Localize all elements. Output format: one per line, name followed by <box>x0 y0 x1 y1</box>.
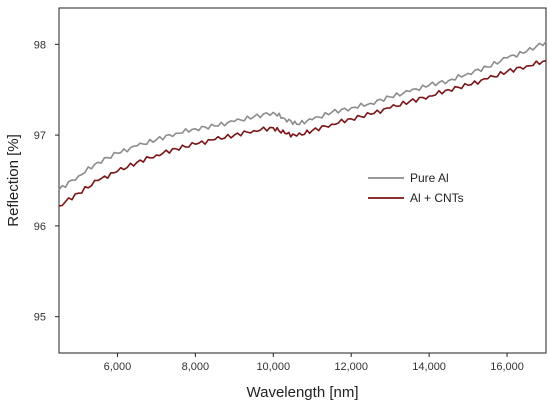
plot-frame <box>58 7 547 354</box>
legend: Pure Al Al + CNTs <box>368 171 464 205</box>
x-tick-label: 6,000 <box>104 361 132 373</box>
x-axis-label: Wavelength [nm] <box>247 384 359 401</box>
x-tick-label: 16,000 <box>490 361 524 373</box>
series-line-al-cnts <box>58 59 547 207</box>
x-tick-label: 10,000 <box>256 361 290 373</box>
y-tick-label: 95 <box>34 312 46 324</box>
x-tick-label: 14,000 <box>412 361 446 373</box>
x-tick-label: 12,000 <box>334 361 368 373</box>
legend-label: Pure Al <box>410 171 449 185</box>
legend-label: Al + CNTs <box>410 191 464 205</box>
y-axis-label: Reflection [%] <box>5 134 22 227</box>
y-tick-label: 98 <box>34 39 46 51</box>
y-axis: 95 96 97 98 <box>34 39 59 324</box>
plot-area <box>58 7 547 354</box>
series-line-pure-al <box>58 41 547 191</box>
series-lines <box>58 41 547 207</box>
y-tick-label: 96 <box>34 221 46 233</box>
x-tick-label: 8,000 <box>182 361 210 373</box>
y-tick-label: 97 <box>34 130 46 142</box>
x-axis: 6,000 8,000 10,000 12,000 14,000 16,000 <box>104 353 524 373</box>
